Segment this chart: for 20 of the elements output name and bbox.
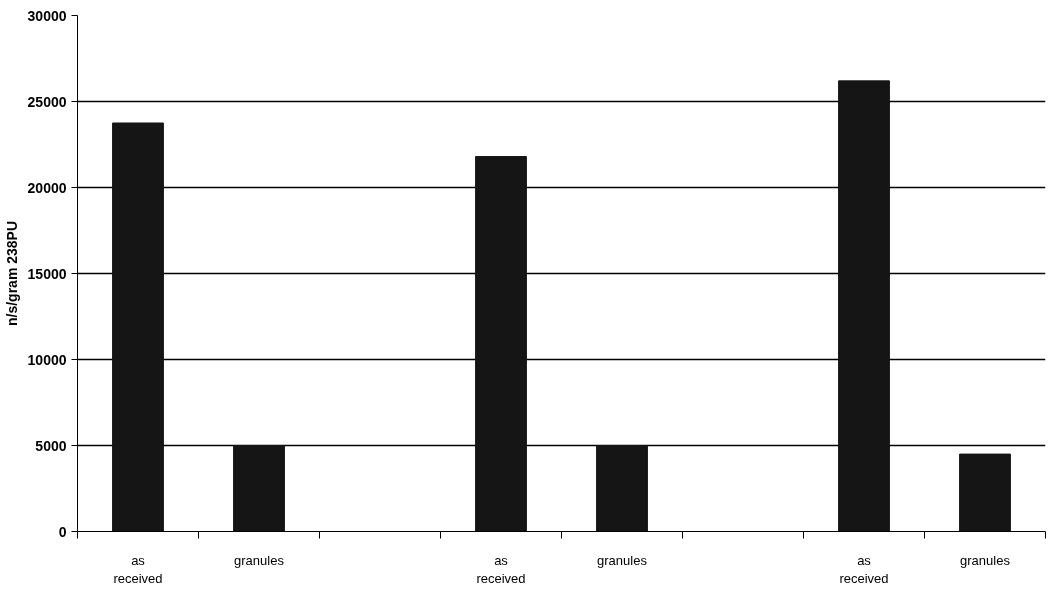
x-tick-label: granules [960,552,1011,568]
y-tick-label: 10000 [27,351,67,368]
x-tick-label: granules [234,552,285,568]
bar [596,445,648,532]
bar [475,156,527,532]
x-tick-label: granules [597,552,648,568]
x-tick-label: as received [113,552,163,586]
y-tick-label: 20000 [27,179,67,196]
y-tick-label: 0 [58,523,67,540]
y-tick-label: 5000 [35,437,67,454]
y-axis-title: n/s/gram 238PU [3,220,20,327]
bar [233,445,285,532]
bar [959,453,1011,532]
y-tick-label: 25000 [27,93,67,110]
bar [112,122,164,532]
y-tick-label: 30000 [27,7,67,24]
bar [838,80,890,532]
x-tick-label: as received [839,552,889,586]
y-tick-label: 15000 [27,265,67,282]
x-tick-label: as received [476,552,526,586]
